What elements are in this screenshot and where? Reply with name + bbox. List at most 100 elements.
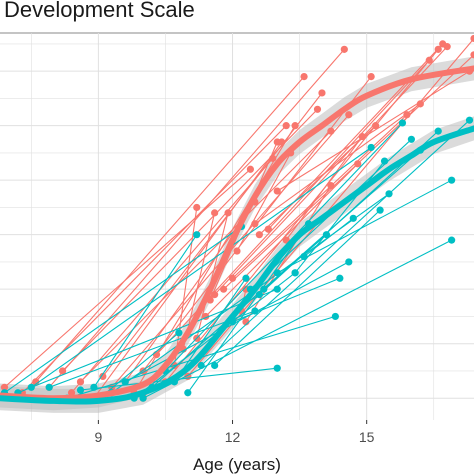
- data-point: [300, 252, 308, 261]
- data-point: [211, 209, 219, 217]
- data-point: [291, 122, 299, 130]
- data-point: [376, 206, 384, 214]
- subject-line: [80, 130, 332, 383]
- subject-line: [276, 70, 470, 192]
- subject-line: [254, 103, 421, 225]
- subject-trajectory-series-1: [32, 73, 308, 386]
- data-point: [372, 122, 380, 130]
- subject-line: [303, 217, 354, 257]
- data-point: [255, 291, 263, 299]
- data-point: [175, 329, 183, 337]
- x-axis-ticks: 9 12 15: [94, 420, 375, 445]
- data-point: [416, 100, 424, 108]
- subject-line: [142, 239, 452, 399]
- data-point: [76, 378, 85, 386]
- subject-line: [17, 288, 278, 394]
- subject-trajectory-series-2: [27, 143, 375, 391]
- subject-line: [102, 332, 180, 396]
- grid-layer: [0, 32, 474, 420]
- subject-trajectory-series-2: [139, 236, 456, 402]
- data-point: [470, 51, 474, 59]
- data-point: [67, 389, 76, 397]
- data-point: [121, 378, 129, 386]
- data-point: [264, 225, 272, 233]
- data-point: [313, 105, 322, 113]
- subject-trajectory-series-1: [99, 89, 326, 380]
- subject-line: [214, 46, 448, 295]
- data-point: [349, 214, 357, 222]
- data-point: [273, 138, 281, 146]
- subject-line: [48, 49, 345, 388]
- data-point: [251, 220, 259, 228]
- data-point: [45, 383, 53, 391]
- smooth-curve-series-2: [0, 125, 474, 405]
- data-point: [273, 269, 281, 277]
- data-point: [273, 364, 281, 372]
- subject-line: [102, 92, 323, 377]
- subject-line: [35, 76, 305, 383]
- smooth-curve-series-1: [0, 65, 474, 402]
- data-point: [367, 73, 375, 81]
- x-tick-label: 12: [225, 429, 241, 445]
- data-point: [233, 247, 241, 255]
- data-point: [470, 34, 474, 43]
- subject-trajectory-series-1: [251, 100, 424, 228]
- subject-trajectory-series-1: [219, 51, 474, 293]
- data-point: [228, 274, 237, 282]
- subject-trajectory-series-2: [90, 231, 201, 391]
- data-point: [340, 45, 348, 53]
- data-point: [99, 372, 107, 380]
- subject-line: [200, 119, 470, 366]
- data-point: [0, 383, 9, 391]
- data-point: [300, 73, 308, 81]
- subject-line: [267, 43, 444, 230]
- subject-line: [4, 226, 242, 394]
- data-point: [398, 119, 407, 127]
- data-point: [32, 378, 40, 386]
- data-point: [380, 157, 389, 165]
- subject-line: [214, 209, 381, 366]
- subject-line: [93, 234, 198, 388]
- data-point: [193, 231, 201, 239]
- data-point: [152, 350, 161, 359]
- subject-trajectory-series-2: [211, 206, 384, 370]
- data-point: [331, 312, 339, 321]
- data-point: [246, 165, 255, 173]
- data-point: [282, 236, 290, 244]
- data-point: [242, 274, 250, 282]
- subject-line: [196, 212, 229, 339]
- data-point: [465, 116, 474, 124]
- subject-line: [187, 223, 309, 394]
- data-point: [90, 383, 98, 391]
- subject-line: [205, 163, 359, 317]
- data-point: [345, 258, 353, 266]
- subject-trajectory-series-1: [282, 132, 366, 244]
- subject-trajectory-series-2: [148, 146, 424, 391]
- subject-trajectory-series-2: [121, 258, 353, 386]
- subject-line: [285, 136, 363, 241]
- data-point: [260, 285, 268, 293]
- x-tick-label: 9: [94, 429, 102, 445]
- x-axis-title: Age (years): [193, 455, 281, 474]
- subject-line: [124, 261, 350, 383]
- data-point: [27, 383, 35, 391]
- data-point: [273, 187, 281, 195]
- subject-line: [232, 277, 341, 323]
- data-point: [367, 143, 375, 152]
- data-point: [76, 386, 85, 394]
- data-point: [358, 132, 366, 141]
- data-point: [59, 367, 67, 375]
- subject-trajectory-series-2: [300, 214, 357, 261]
- data-point: [318, 89, 326, 97]
- data-point: [273, 285, 281, 293]
- x-tick-label: 15: [359, 429, 375, 445]
- data-point: [211, 291, 219, 299]
- subject-line: [263, 234, 327, 290]
- chart-title: Development Scale: [4, 0, 195, 22]
- data-point: [255, 231, 263, 239]
- data-point: [407, 135, 415, 143]
- data-point: [282, 122, 290, 130]
- subject-line: [232, 114, 408, 279]
- subject-trajectory-series-1: [264, 40, 447, 233]
